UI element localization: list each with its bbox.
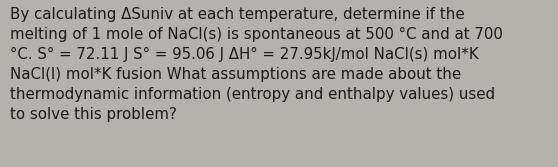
Text: By calculating ΔSuniv at each temperature, determine if the
melting of 1 mole of: By calculating ΔSuniv at each temperatur… [10, 7, 503, 122]
